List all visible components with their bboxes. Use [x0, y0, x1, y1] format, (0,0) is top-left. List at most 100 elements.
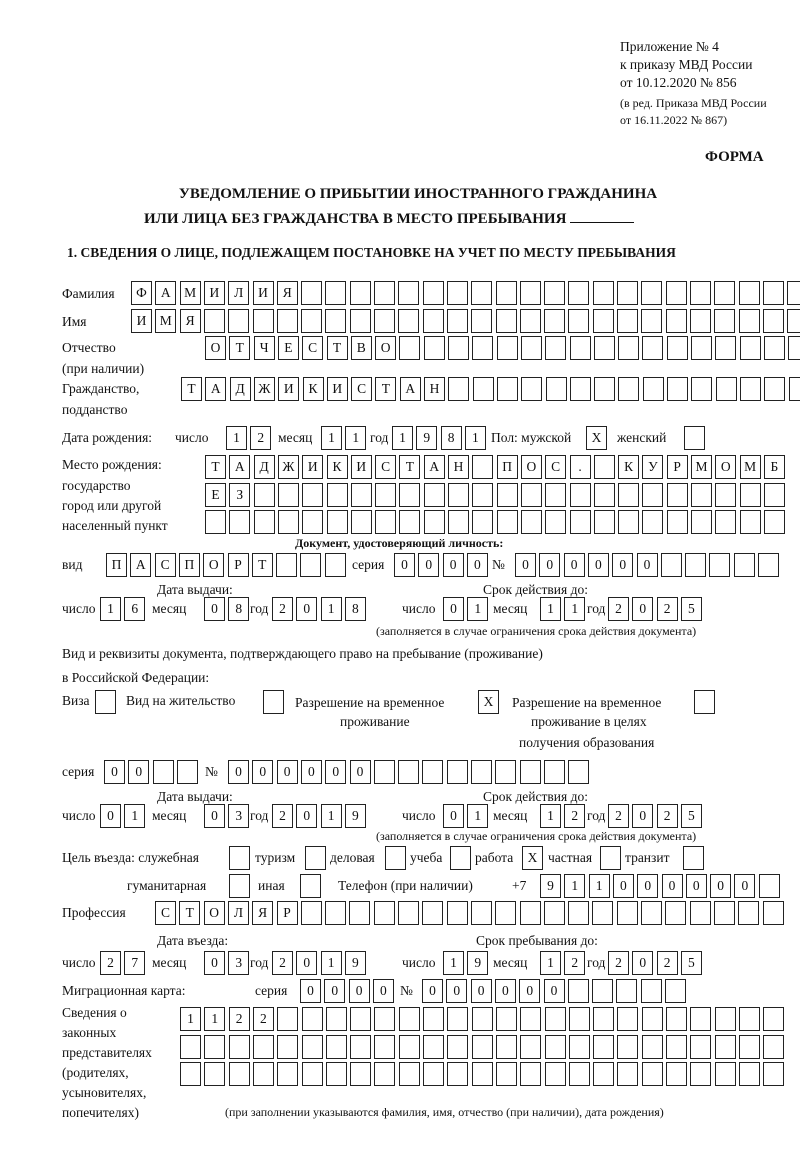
birth-place1-cell[interactable]: П — [496, 455, 518, 479]
birth-place2-cell[interactable] — [399, 483, 421, 507]
patronymic-cell[interactable] — [448, 336, 469, 360]
surname-cell[interactable] — [738, 281, 760, 305]
right-number-cell[interactable] — [568, 760, 590, 784]
birth-place3-cell[interactable] — [691, 510, 712, 534]
name-cell[interactable] — [203, 309, 225, 333]
birth-place3-cell[interactable] — [666, 510, 688, 534]
profession-cell[interactable]: С — [155, 901, 176, 925]
patronymic-cell[interactable] — [593, 336, 615, 360]
doc-number-cell[interactable] — [758, 553, 779, 577]
name-cell[interactable] — [301, 309, 323, 333]
birth-day-cell[interactable]: 2 — [250, 426, 272, 450]
sex-female-cell[interactable] — [684, 426, 705, 450]
surname-cell[interactable] — [544, 281, 566, 305]
patronymic-cell[interactable] — [545, 336, 567, 360]
birth-place3-cell[interactable] — [472, 510, 494, 534]
birth-place1-cell[interactable]: Б — [763, 455, 785, 479]
surname-cell[interactable]: И — [252, 281, 274, 305]
birth-place1-cell[interactable]: А — [423, 455, 445, 479]
birth-place1-cell[interactable]: Т — [205, 455, 226, 479]
profession-cell[interactable] — [422, 901, 444, 925]
reps1-cell[interactable] — [301, 1007, 323, 1031]
reps1-cell[interactable] — [714, 1007, 736, 1031]
profession-cell[interactable] — [738, 901, 760, 925]
doc-number-cell[interactable] — [685, 553, 707, 577]
profession-cell[interactable] — [568, 901, 590, 925]
reps2-cell[interactable] — [350, 1035, 372, 1059]
mc-number-cell[interactable] — [640, 979, 662, 1003]
reps2-cell[interactable] — [301, 1035, 323, 1059]
patronymic-cell[interactable] — [569, 336, 591, 360]
doc-issue-year-cell[interactable]: 1 — [320, 597, 342, 621]
birth-year-cell[interactable]: 1 — [464, 426, 486, 450]
birth-year-cell[interactable]: 9 — [416, 426, 438, 450]
birth-place2-cell[interactable] — [375, 483, 397, 507]
reps1-cell[interactable]: 2 — [252, 1007, 274, 1031]
reps2-cell[interactable] — [471, 1035, 493, 1059]
profession-cell[interactable] — [300, 901, 322, 925]
profession-cell[interactable] — [665, 901, 687, 925]
mc-series-cell[interactable]: 0 — [372, 979, 394, 1003]
right-number-cell[interactable]: 0 — [325, 760, 347, 784]
stay-year-cell[interactable]: 2 — [608, 951, 629, 975]
birth-year-cell[interactable]: 8 — [440, 426, 462, 450]
right-valid-month-cell[interactable]: 1 — [540, 804, 561, 828]
phone-cell[interactable]: 0 — [661, 874, 683, 898]
profession-cell[interactable] — [713, 901, 735, 925]
patronymic-cell[interactable]: С — [302, 336, 324, 360]
reps2-cell[interactable] — [763, 1035, 785, 1059]
profession-cell[interactable]: Я — [252, 901, 274, 925]
reps2-cell[interactable] — [277, 1035, 299, 1059]
birth-place2-cell[interactable] — [666, 483, 688, 507]
doc-kind-cell[interactable] — [300, 553, 322, 577]
reps2-cell[interactable] — [423, 1035, 444, 1059]
name-cell[interactable] — [568, 309, 590, 333]
doc-kind-cell[interactable]: А — [130, 553, 152, 577]
citizenship-cell[interactable]: Д — [229, 377, 251, 401]
citizenship-cell[interactable] — [788, 377, 800, 401]
birth-place3-cell[interactable] — [496, 510, 518, 534]
mc-number-cell[interactable]: 0 — [446, 979, 468, 1003]
birth-month-cell[interactable]: 1 — [345, 426, 367, 450]
reps2-cell[interactable] — [180, 1035, 201, 1059]
surname-cell[interactable] — [617, 281, 638, 305]
surname-cell[interactable]: И — [203, 281, 225, 305]
doc-number-cell[interactable]: 0 — [515, 553, 536, 577]
surname-cell[interactable] — [398, 281, 420, 305]
p-private-cell[interactable] — [600, 846, 621, 870]
patronymic-cell[interactable] — [666, 336, 688, 360]
birth-place1-cell[interactable]: Т — [399, 455, 421, 479]
citizenship-cell[interactable]: А — [399, 377, 421, 401]
birth-place2-cell[interactable]: Е — [205, 483, 226, 507]
citizenship-cell[interactable] — [667, 377, 688, 401]
birth-place1-cell[interactable]: О — [520, 455, 542, 479]
reps1-cell[interactable]: 1 — [180, 1007, 201, 1031]
reps1-cell[interactable] — [495, 1007, 517, 1031]
patronymic-cell[interactable] — [520, 336, 542, 360]
profession-cell[interactable]: Т — [179, 901, 201, 925]
profession-cell[interactable] — [446, 901, 468, 925]
mc-number-cell[interactable]: 0 — [470, 979, 492, 1003]
entry-month-cell[interactable]: 0 — [204, 951, 225, 975]
birth-place1-cell[interactable]: К — [326, 455, 348, 479]
reps2-cell[interactable] — [738, 1035, 760, 1059]
doc-valid-day-cell[interactable]: 1 — [467, 597, 489, 621]
reps1-cell[interactable] — [471, 1007, 493, 1031]
reps3-cell[interactable] — [471, 1062, 493, 1086]
birth-place2-cell[interactable] — [569, 483, 591, 507]
entry-year-cell[interactable]: 2 — [272, 951, 293, 975]
doc-issue-day-cell[interactable]: 1 — [100, 597, 121, 621]
entry-year-cell[interactable]: 0 — [296, 951, 318, 975]
surname-cell[interactable] — [471, 281, 493, 305]
birth-place3-cell[interactable] — [375, 510, 397, 534]
citizenship-cell[interactable] — [764, 377, 786, 401]
mc-number-cell[interactable]: 0 — [519, 979, 541, 1003]
patronymic-cell[interactable] — [618, 336, 640, 360]
reps3-cell[interactable] — [252, 1062, 274, 1086]
doc-kind-cell[interactable]: П — [178, 553, 200, 577]
right-valid-month-cell[interactable]: 2 — [564, 804, 586, 828]
reps2-cell[interactable] — [641, 1035, 663, 1059]
p-tourism-cell[interactable] — [305, 846, 326, 870]
birth-place3-cell[interactable] — [253, 510, 275, 534]
reps3-cell[interactable] — [180, 1062, 201, 1086]
